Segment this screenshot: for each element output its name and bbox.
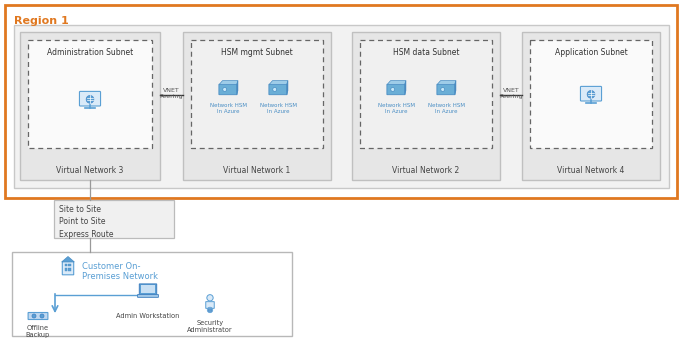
FancyBboxPatch shape (142, 285, 155, 293)
Text: Virtual Network 2: Virtual Network 2 (393, 166, 460, 175)
FancyBboxPatch shape (137, 295, 159, 297)
Polygon shape (62, 257, 75, 262)
Text: Site to Site
Point to Site
Express Route: Site to Site Point to Site Express Route (59, 205, 114, 239)
Polygon shape (237, 81, 238, 94)
Text: Virtual Network 3: Virtual Network 3 (56, 166, 124, 175)
Text: Offline
Backup: Offline Backup (26, 325, 50, 338)
Text: Administration Subnet: Administration Subnet (47, 48, 133, 57)
Circle shape (207, 295, 213, 301)
Text: VNET
Peering: VNET Peering (160, 88, 183, 99)
FancyBboxPatch shape (387, 84, 405, 95)
Polygon shape (269, 81, 288, 84)
Bar (530, 40, 652, 148)
Text: Network HSM
In Azure: Network HSM In Azure (259, 103, 296, 114)
Bar (65, 268, 67, 271)
FancyBboxPatch shape (28, 312, 48, 319)
Bar (28, 40, 152, 148)
Bar (68, 264, 70, 267)
Bar (191, 40, 323, 148)
FancyBboxPatch shape (219, 84, 237, 95)
Polygon shape (437, 81, 456, 84)
FancyBboxPatch shape (79, 91, 101, 106)
Circle shape (40, 314, 44, 318)
Text: Virtual Network 1: Virtual Network 1 (224, 166, 291, 175)
Circle shape (587, 91, 595, 98)
Polygon shape (405, 81, 406, 94)
FancyBboxPatch shape (206, 301, 214, 308)
Circle shape (223, 87, 226, 92)
FancyBboxPatch shape (437, 84, 455, 95)
FancyBboxPatch shape (269, 84, 287, 95)
Circle shape (32, 314, 36, 318)
Circle shape (440, 87, 445, 92)
Text: HSM data Subnet: HSM data Subnet (393, 48, 459, 57)
Bar (5, 5, 677, 198)
Bar (183, 32, 331, 180)
Circle shape (391, 87, 395, 92)
Polygon shape (387, 81, 406, 84)
Circle shape (207, 307, 213, 313)
FancyBboxPatch shape (140, 284, 157, 295)
Text: Admin Workstation: Admin Workstation (116, 313, 180, 319)
Polygon shape (455, 81, 456, 94)
Text: HSM mgmt Subnet: HSM mgmt Subnet (221, 48, 293, 57)
Text: Network HSM
In Azure: Network HSM In Azure (378, 103, 415, 114)
Text: Application Subnet: Application Subnet (555, 48, 627, 57)
Text: VNET
Peering: VNET Peering (499, 88, 523, 99)
Bar (352, 32, 500, 180)
Circle shape (273, 87, 277, 92)
Text: Region 1: Region 1 (14, 16, 69, 26)
Text: Customer On-
Premises Network: Customer On- Premises Network (82, 262, 158, 281)
Text: Virtual Network 4: Virtual Network 4 (557, 166, 624, 175)
Bar (14, 25, 669, 188)
Polygon shape (219, 81, 238, 84)
Bar (20, 32, 160, 180)
Text: Security
Administrator: Security Administrator (187, 320, 233, 333)
Bar (360, 40, 492, 148)
Bar (12, 252, 292, 336)
Circle shape (86, 95, 94, 103)
Polygon shape (287, 81, 288, 94)
FancyBboxPatch shape (62, 262, 74, 275)
FancyBboxPatch shape (209, 309, 211, 311)
Bar (522, 32, 660, 180)
Bar (65, 264, 67, 267)
Text: Network HSM
In Azure: Network HSM In Azure (428, 103, 464, 114)
Bar (54, 200, 174, 238)
FancyBboxPatch shape (581, 86, 601, 101)
Text: Network HSM
In Azure: Network HSM In Azure (209, 103, 246, 114)
Bar (68, 268, 70, 271)
